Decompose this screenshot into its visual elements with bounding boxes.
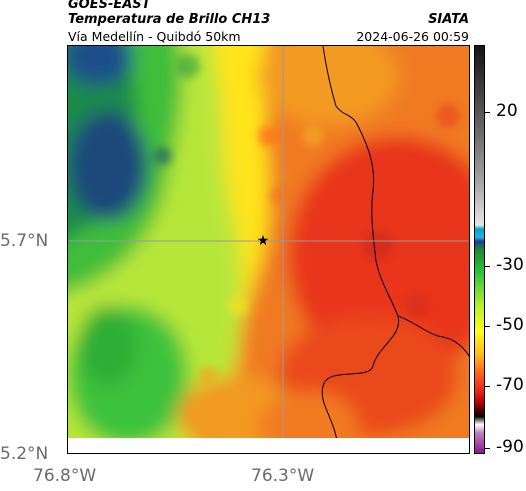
cold-cloud-region	[68, 111, 148, 221]
lon-label-76-8: 76.8°W	[33, 466, 97, 486]
brightness-temperature-map[interactable]: ★	[67, 45, 470, 454]
route-label: Vía Medellín - Quibdó 50km	[68, 29, 241, 44]
colorbar-label-minus70: -70	[496, 375, 524, 395]
lat-label-5-7: 5.7°N	[0, 231, 49, 251]
star-icon[interactable]: ★	[257, 233, 270, 249]
colorbar-label-minus50: -50	[496, 315, 524, 335]
lon-label-76-3: 76.3°W	[251, 466, 315, 486]
map-canvas: ★	[68, 46, 469, 453]
organization-label: SIATA	[428, 12, 469, 27]
colorbar	[474, 45, 485, 454]
product-title: Temperatura de Brillo CH13	[68, 12, 271, 27]
colorbar-label-minus30: -30	[496, 255, 524, 275]
timestamp-label: 2024-06-26 00:59	[356, 29, 469, 44]
coastline	[321, 46, 400, 453]
satellite-title: GOES-EAST	[68, 0, 151, 12]
colorbar-label-20: 20	[496, 101, 518, 121]
border-line	[397, 315, 469, 357]
colorbar-label-minus90: -90	[496, 437, 524, 457]
lat-label-5-2: 5.2°N	[0, 444, 49, 464]
